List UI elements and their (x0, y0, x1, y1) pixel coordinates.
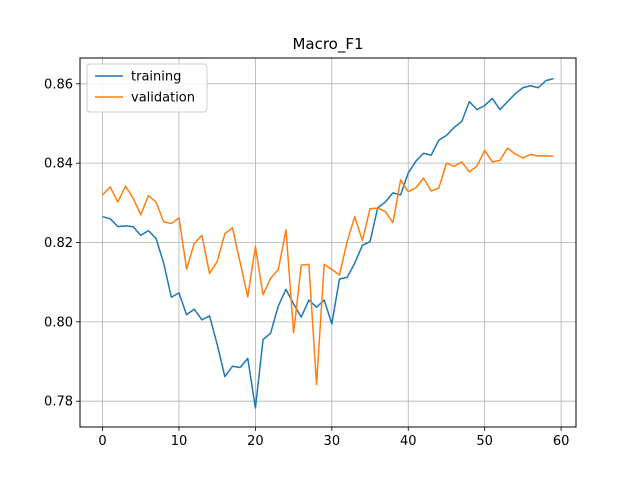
chart-title: Macro_F1 (292, 35, 363, 54)
legend-label-validation: validation (131, 91, 195, 106)
x-tick-label: 10 (171, 434, 188, 449)
series-lines (102, 77, 554, 409)
legend: training validation (86, 63, 208, 113)
x-tick-label: 20 (247, 434, 264, 449)
legend-label-training: training (131, 70, 181, 85)
x-tick-label: 0 (98, 434, 106, 449)
series-line-validation (102, 147, 554, 386)
y-tick-label: 0.84 (44, 157, 73, 172)
x-axis: 0 10 20 30 40 50 60 (98, 427, 569, 449)
x-tick-label: 50 (476, 434, 493, 449)
x-tick-label: 30 (324, 434, 341, 449)
y-tick-label: 0.86 (44, 77, 73, 92)
y-tick-label: 0.80 (44, 315, 73, 330)
grid-lines (80, 58, 576, 427)
x-tick-label: 60 (553, 434, 570, 449)
x-tick-label: 40 (400, 434, 417, 449)
y-tick-label: 0.78 (44, 395, 73, 410)
series-line-training (102, 77, 554, 409)
y-axis: 0.78 0.80 0.82 0.84 0.86 (44, 77, 80, 410)
y-tick-label: 0.82 (44, 236, 73, 251)
